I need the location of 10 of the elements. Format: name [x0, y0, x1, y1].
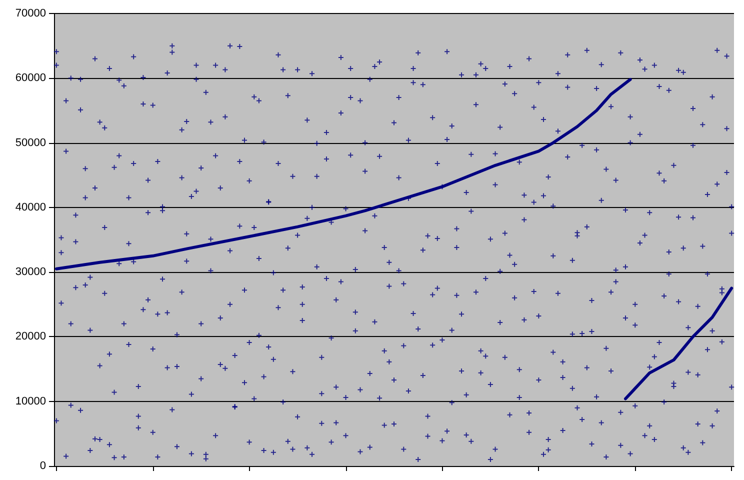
y-tick-label: 30000 [15, 266, 46, 278]
line-series [54, 78, 632, 270]
y-tick-label: 50000 [15, 136, 46, 149]
y-tick-label: 0 [40, 460, 46, 472]
y-tick-label: 20000 [15, 330, 46, 343]
y-tick-label: 70000 [15, 8, 46, 20]
line-series [624, 286, 734, 400]
y-tick-label: 40000 [15, 201, 46, 214]
y-tick-label: 10000 [15, 395, 46, 408]
y-tick-label: 60000 [15, 72, 46, 84]
